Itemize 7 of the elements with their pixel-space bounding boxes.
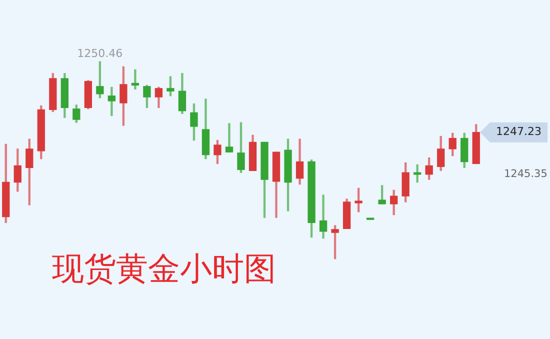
text: 1247.23 [496,125,542,138]
candlestick [225,123,234,152]
candlestick [131,69,140,90]
text: 现货黄金小时图 [52,250,276,286]
text: 1245.35 [504,168,548,180]
text: 1250.46 [77,46,123,60]
candlestick [108,86,116,116]
